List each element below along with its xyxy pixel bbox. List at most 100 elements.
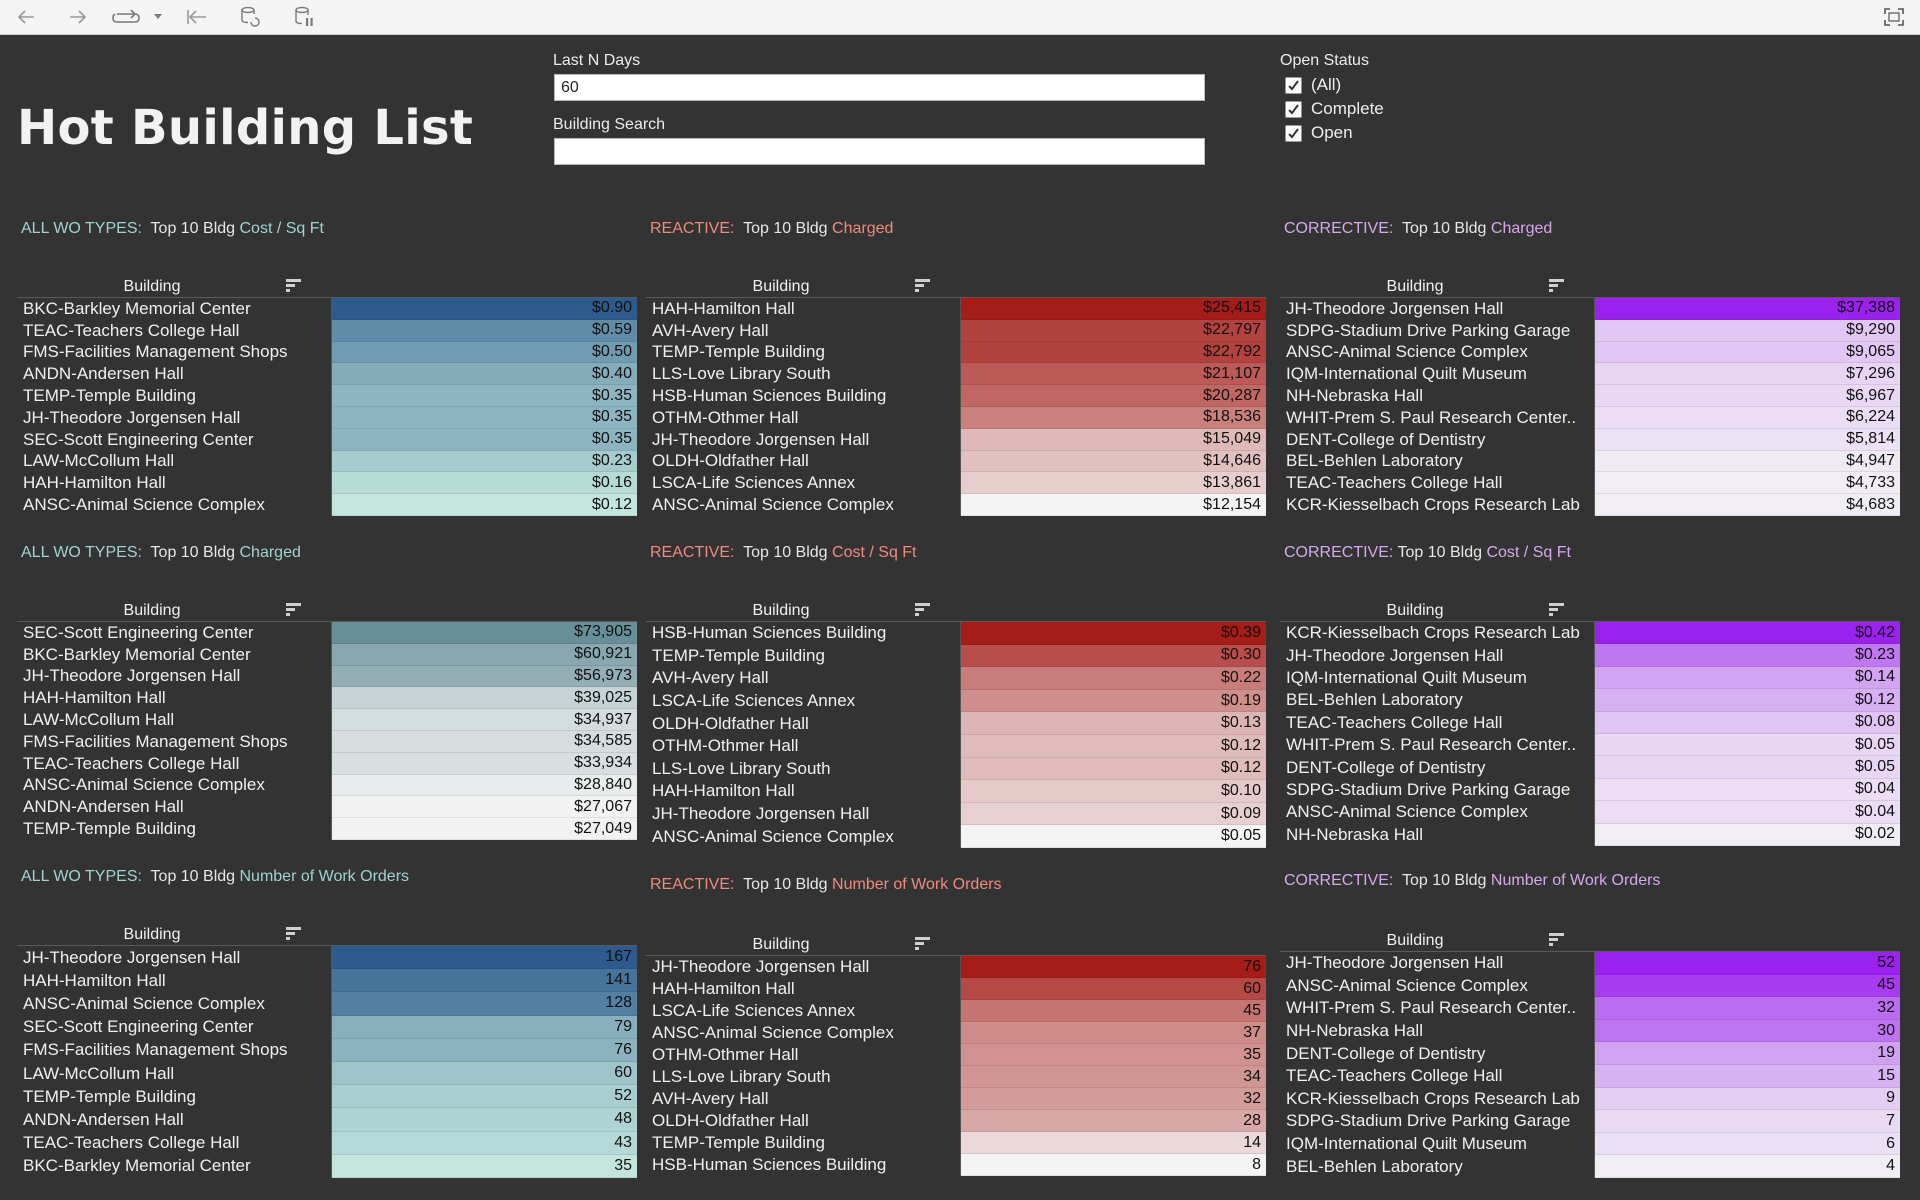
building-name[interactable]: ANDN-Andersen Hall bbox=[23, 364, 184, 384]
table-row[interactable]: HSB-Human Sciences Building $20,287 bbox=[646, 385, 1266, 407]
value-cell[interactable]: 14 bbox=[961, 1132, 1266, 1154]
building-name[interactable]: FMS-Facilities Management Shops bbox=[23, 342, 288, 362]
building-name[interactable]: JH-Theodore Jorgensen Hall bbox=[23, 947, 241, 967]
table-row[interactable]: TEMP-Temple Building $0.30 bbox=[646, 644, 1266, 668]
table-row[interactable]: KCR-Kiesselbach Crops Research Lab $4,683 bbox=[1280, 494, 1900, 516]
building-name[interactable]: ANSC-Animal Science Complex bbox=[23, 775, 265, 795]
building-name[interactable]: TEAC-Teachers College Hall bbox=[23, 1133, 240, 1153]
sort-icon[interactable] bbox=[1549, 932, 1565, 951]
value-cell[interactable]: 60 bbox=[332, 1061, 637, 1086]
building-name[interactable]: ANSC-Animal Science Complex bbox=[652, 826, 894, 846]
table-row[interactable]: NH-Nebraska Hall $0.02 bbox=[1280, 823, 1900, 846]
table-row[interactable]: NH-Nebraska Hall 30 bbox=[1280, 1019, 1900, 1043]
value-cell[interactable]: 52 bbox=[1595, 952, 1900, 975]
table-row[interactable]: JH-Theodore Jorgensen Hall 52 bbox=[1280, 952, 1900, 975]
value-cell[interactable]: $0.14 bbox=[1595, 666, 1900, 690]
value-cell[interactable]: $0.12 bbox=[961, 757, 1266, 781]
value-cell[interactable]: $34,937 bbox=[332, 709, 637, 731]
value-cell[interactable]: $0.05 bbox=[1595, 756, 1900, 779]
table-row[interactable]: DENT-College of Dentistry 19 bbox=[1280, 1042, 1900, 1065]
building-name[interactable]: IQM-International Quilt Museum bbox=[1286, 1134, 1527, 1154]
table-row[interactable]: OTHM-Othmer Hall $18,536 bbox=[646, 406, 1266, 429]
building-name[interactable]: AVH-Avery Hall bbox=[652, 320, 769, 340]
building-name[interactable]: LSCA-Life Sciences Annex bbox=[652, 1001, 856, 1020]
value-cell[interactable]: $0.09 bbox=[961, 802, 1266, 826]
value-cell[interactable]: $0.19 bbox=[961, 689, 1266, 713]
value-cell[interactable]: $0.12 bbox=[332, 494, 637, 516]
table-row[interactable]: NH-Nebraska Hall $6,967 bbox=[1280, 385, 1900, 407]
building-name[interactable]: TEAC-Teachers College Hall bbox=[23, 753, 240, 773]
value-cell[interactable]: $0.04 bbox=[1595, 778, 1900, 802]
table-row[interactable]: JH-Theodore Jorgensen Hall 167 bbox=[17, 946, 637, 970]
table-row[interactable]: FMS-Facilities Management Shops $0.50 bbox=[17, 341, 637, 364]
value-cell[interactable]: 35 bbox=[332, 1154, 637, 1178]
sort-icon[interactable] bbox=[286, 926, 302, 945]
building-search-input[interactable] bbox=[554, 138, 1205, 165]
building-name[interactable]: AVH-Avery Hall bbox=[652, 1089, 769, 1108]
building-name[interactable]: JH-Theodore Jorgensen Hall bbox=[1286, 298, 1504, 318]
value-cell[interactable]: $6,224 bbox=[1595, 406, 1900, 429]
table-row[interactable]: OLDH-Oldfather Hall $14,646 bbox=[646, 450, 1266, 473]
value-cell[interactable]: $0.23 bbox=[1595, 644, 1900, 667]
building-name[interactable]: HAH-Hamilton Hall bbox=[23, 473, 166, 493]
value-cell[interactable]: $14,646 bbox=[961, 450, 1266, 473]
value-cell[interactable]: $0.30 bbox=[961, 644, 1266, 668]
table-row[interactable]: ANSC-Animal Science Complex $9,065 bbox=[1280, 341, 1900, 364]
value-cell[interactable]: 4 bbox=[1595, 1155, 1900, 1178]
value-cell[interactable]: $0.59 bbox=[332, 319, 637, 342]
building-name[interactable]: LSCA-Life Sciences Annex bbox=[652, 691, 856, 711]
building-name[interactable]: KCR-Kiesselbach Crops Research Lab bbox=[1286, 623, 1580, 643]
table-row[interactable]: HAH-Hamilton Hall 60 bbox=[646, 978, 1266, 1000]
value-cell[interactable]: $4,733 bbox=[1595, 472, 1900, 495]
table-row[interactable]: BEL-Behlen Laboratory 4 bbox=[1280, 1155, 1900, 1178]
table-row[interactable]: WHIT-Prem S. Paul Research Center.. 32 bbox=[1280, 997, 1900, 1020]
redo-icon[interactable] bbox=[110, 4, 144, 30]
value-cell[interactable]: $0.40 bbox=[332, 363, 637, 386]
value-cell[interactable]: 43 bbox=[332, 1131, 637, 1155]
value-cell[interactable]: 52 bbox=[332, 1085, 637, 1109]
table-row[interactable]: LSCA-Life Sciences Annex 45 bbox=[646, 1000, 1266, 1022]
building-name[interactable]: BEL-Behlen Laboratory bbox=[1286, 451, 1463, 471]
table-row[interactable]: TEAC-Teachers College Hall 15 bbox=[1280, 1064, 1900, 1088]
building-name[interactable]: ANSC-Animal Science Complex bbox=[1286, 975, 1528, 995]
table-row[interactable]: OTHM-Othmer Hall 35 bbox=[646, 1044, 1266, 1066]
table-row[interactable]: TEAC-Teachers College Hall $0.08 bbox=[1280, 711, 1900, 734]
building-name[interactable]: KCR-Kiesselbach Crops Research Lab bbox=[1286, 495, 1580, 515]
building-name[interactable]: ANDN-Andersen Hall bbox=[23, 797, 184, 817]
building-name[interactable]: NH-Nebraska Hall bbox=[1286, 1021, 1423, 1041]
value-cell[interactable]: $0.23 bbox=[332, 450, 637, 473]
value-cell[interactable]: $34,585 bbox=[332, 730, 637, 753]
table-row[interactable]: ANSC-Animal Science Complex $12,154 bbox=[646, 494, 1266, 516]
building-name[interactable]: JH-Theodore Jorgensen Hall bbox=[1286, 645, 1504, 665]
building-name[interactable]: LLS-Love Library South bbox=[652, 364, 831, 384]
building-name[interactable]: LAW-McCollum Hall bbox=[23, 451, 175, 471]
table-row[interactable]: SEC-Scott Engineering Center $73,905 bbox=[17, 622, 637, 644]
value-cell[interactable]: $25,415 bbox=[961, 298, 1266, 320]
table-row[interactable]: TEAC-Teachers College Hall $33,934 bbox=[17, 752, 637, 775]
building-name[interactable]: OTHM-Othmer Hall bbox=[652, 1045, 799, 1064]
value-cell[interactable]: $0.39 bbox=[961, 622, 1266, 645]
table-row[interactable]: SDPG-Stadium Drive Parking Garage $9,290 bbox=[1280, 319, 1900, 342]
table-row[interactable]: LLS-Love Library South 34 bbox=[646, 1066, 1266, 1088]
table-row[interactable]: LLS-Love Library South $21,107 bbox=[646, 363, 1266, 386]
value-cell[interactable]: $28,840 bbox=[332, 774, 637, 797]
table-row[interactable]: DENT-College of Dentistry $5,814 bbox=[1280, 428, 1900, 451]
table-row[interactable]: HSB-Human Sciences Building 8 bbox=[646, 1154, 1266, 1176]
table-row[interactable]: TEMP-Temple Building $0.35 bbox=[17, 385, 637, 407]
value-cell[interactable]: 45 bbox=[961, 1000, 1266, 1022]
table-row[interactable]: LSCA-Life Sciences Annex $13,861 bbox=[646, 472, 1266, 495]
table-row[interactable]: OLDH-Oldfather Hall $0.13 bbox=[646, 712, 1266, 735]
value-cell[interactable]: $4,947 bbox=[1595, 450, 1900, 473]
value-cell[interactable]: $5,814 bbox=[1595, 428, 1900, 451]
table-row[interactable]: OTHM-Othmer Hall $0.12 bbox=[646, 734, 1266, 758]
value-cell[interactable]: $0.22 bbox=[961, 667, 1266, 690]
value-cell[interactable]: $0.35 bbox=[332, 385, 637, 407]
table-row[interactable]: FMS-Facilities Management Shops $34,585 bbox=[17, 730, 637, 753]
sort-icon[interactable] bbox=[1549, 602, 1565, 621]
value-cell[interactable]: $0.12 bbox=[961, 734, 1266, 758]
building-name[interactable]: WHIT-Prem S. Paul Research Center.. bbox=[1286, 407, 1577, 427]
table-row[interactable]: JH-Theodore Jorgensen Hall $0.23 bbox=[1280, 644, 1900, 667]
building-name[interactable]: OLDH-Oldfather Hall bbox=[652, 1111, 809, 1130]
building-name[interactable]: IQM-International Quilt Museum bbox=[1286, 667, 1527, 687]
value-cell[interactable]: $60,921 bbox=[332, 643, 637, 666]
